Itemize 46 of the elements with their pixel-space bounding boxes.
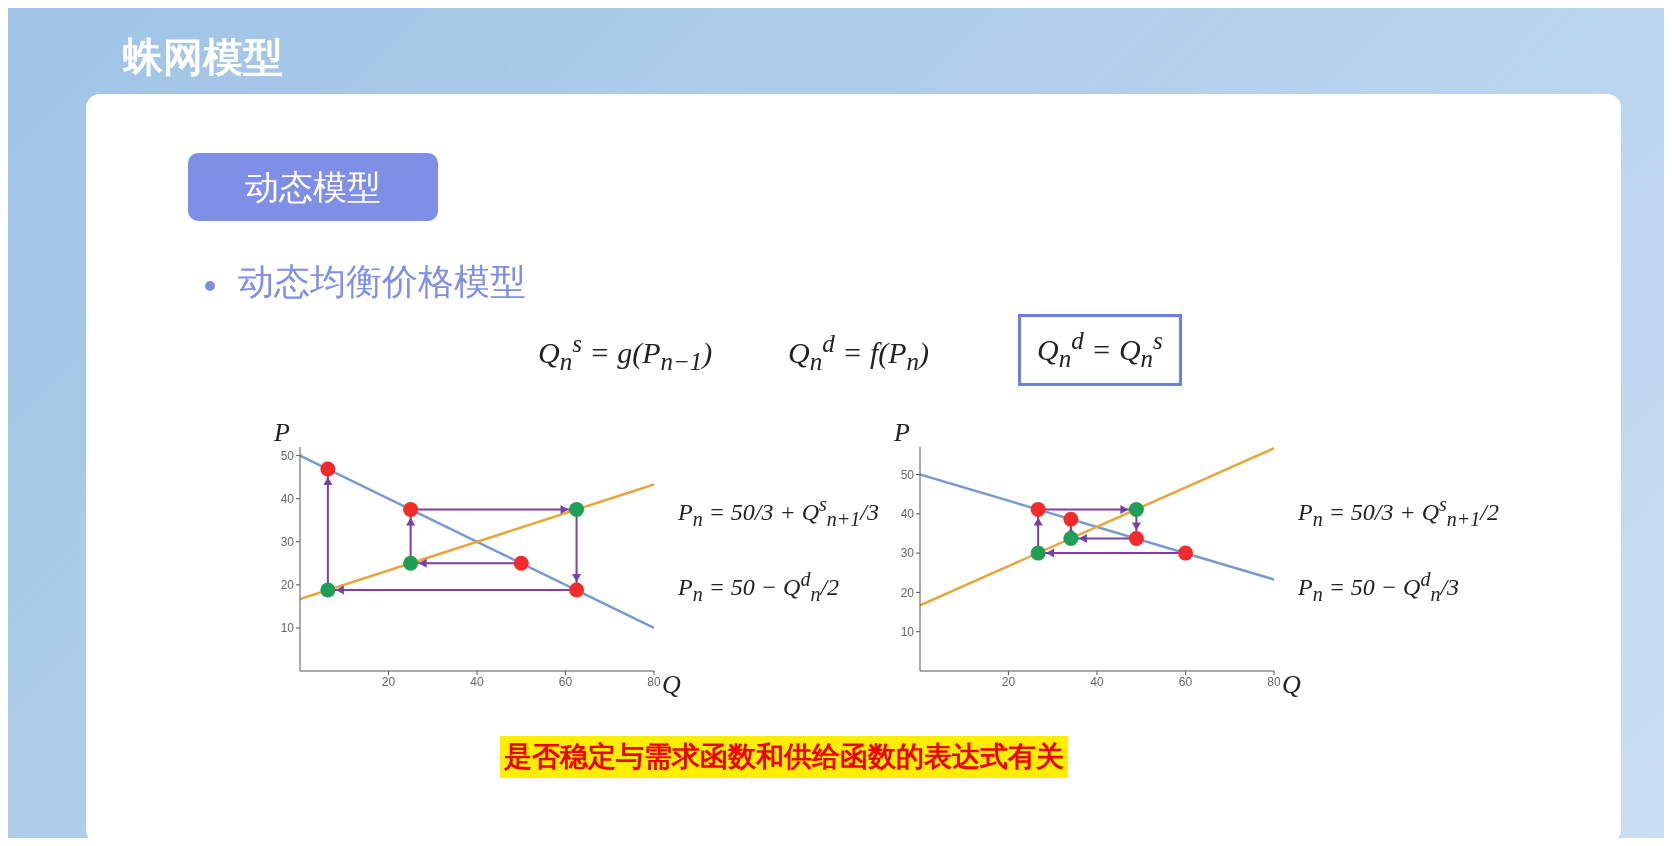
y-tick-label: 20 [280,578,295,593]
x-tick-label: 80 [647,674,661,689]
point [1128,501,1144,517]
point [1030,501,1046,517]
point [1178,545,1193,561]
y-tick-label: 50 [280,448,295,463]
x-tick-label: 80 [1267,674,1281,689]
point [1128,531,1144,547]
x-tick-label: 20 [381,674,396,689]
y-tick-label: 40 [900,507,915,522]
x-axis-title: Q [662,670,681,700]
point [1030,545,1046,561]
point [403,501,419,517]
text: Q$_{n}$$^{s}$ = g(P$_{n−1}$) [538,330,713,376]
y-tick-label: 50 [900,467,915,482]
point [320,461,336,477]
text: 是否稳定与需求函数和供给函数的表达式有关 [500,736,1068,778]
point [1063,511,1079,527]
text: P$_{n}$ = 50/3 + Q$^{s}$$_{n+1}$/3 [678,493,880,531]
y-axis-title: P [893,418,911,447]
text: 蛛网模型 [123,33,283,82]
point [1063,531,1079,547]
text: 动态模型 [188,153,438,221]
y-tick-label: 10 [280,621,295,636]
x-tick-label: 60 [558,674,573,689]
y-tick-label: 30 [900,546,915,561]
y-tick-label: 40 [280,491,295,506]
text: P$_{n}$ = 50 − Q$^{d}$$_{n}$/3 [1298,568,1460,606]
x-tick-label: 40 [1090,674,1104,689]
x-tick-label: 40 [470,674,484,689]
text: 动态均衡价格模型 [238,260,526,304]
text: Q$_{n}$$^{d}$ = f(P$_{n}$) [788,330,930,376]
x-axis-title: Q [1282,670,1301,700]
point [569,501,585,517]
x-tick-label: 20 [1001,674,1016,689]
text: P$_{n}$ = 50/3 + Q$^{s}$$_{n+1}$/2 [1298,493,1500,531]
y-tick-label: 10 [900,624,915,639]
point [513,555,529,571]
y-tick-label: 20 [900,585,915,600]
point [320,582,336,598]
point [403,555,419,571]
text: P$_{n}$ = 50 − Q$^{d}$$_{n}$/2 [678,568,840,606]
y-tick-label: 30 [280,535,295,550]
y-axis-title: P [273,418,291,447]
x-tick-label: 60 [1178,674,1193,689]
point [569,582,585,598]
